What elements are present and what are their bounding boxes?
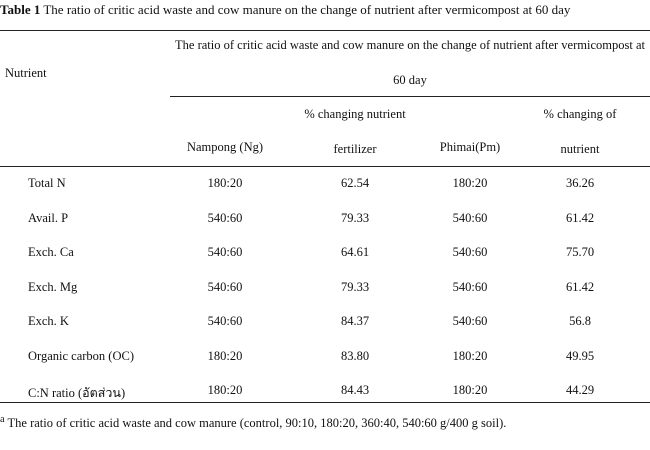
table-cell: 540:60: [452, 210, 488, 225]
table-cell: 540:60: [207, 210, 243, 225]
table-cell: 62.54: [340, 176, 370, 190]
table-cell: 61.42: [565, 210, 595, 225]
table-cell: 36.26: [565, 176, 595, 190]
table-cell: 79.33: [340, 279, 370, 294]
row-label: Exch. Mg: [28, 279, 78, 294]
footnote-text: The ratio of critic acid waste and cow m…: [7, 416, 507, 431]
table-caption: Table 1 The ratio of critic acid waste a…: [0, 2, 570, 18]
table-cell: 84.37: [340, 314, 370, 328]
column-header: Phimai(Pm): [439, 140, 501, 154]
row-label: Avail. P: [28, 210, 69, 225]
table-cell: 180:20: [207, 176, 243, 190]
table-cell: 180:20: [452, 176, 488, 190]
table-cell: 44.29: [565, 383, 595, 397]
table-cell: 64.61: [340, 245, 370, 259]
footnote-marker: a: [0, 414, 5, 425]
row-label: Exch. K: [28, 314, 69, 328]
row-header: Nutrient: [5, 66, 47, 80]
row-label: Organic carbon (OC): [28, 348, 134, 363]
table-cell: 540:60: [452, 314, 488, 328]
table-cell: 180:20: [452, 348, 488, 363]
table-cell: 540:60: [452, 279, 488, 294]
span-rule: [170, 96, 650, 97]
caption-label: Table 1: [0, 2, 41, 17]
table-cell: 83.80: [340, 348, 370, 363]
caption-text: The ratio of critic acid waste and cow m…: [43, 2, 571, 17]
table-cell: 180:20: [452, 383, 488, 397]
table-cell: 180:20: [207, 348, 243, 363]
table-cell: 56.8: [569, 314, 591, 328]
row-label: Total N: [28, 176, 66, 190]
table-cell: 540:60: [207, 279, 243, 294]
column-header: % changing nutrient fertilizer: [304, 107, 406, 156]
table-cell: 61.42: [565, 279, 595, 294]
table-cell: 75.70: [565, 245, 595, 259]
table-cell: 540:60: [207, 314, 243, 328]
table-cell: 84.43: [340, 383, 370, 397]
table-cell: 540:60: [207, 245, 243, 259]
column-header: % changing of nutrient: [543, 107, 617, 156]
table-cell: 180:20: [207, 383, 243, 397]
row-label: C:N ratio (อัตส่วน): [28, 386, 126, 400]
table-cell: 79.33: [340, 210, 370, 225]
table-cell: 540:60: [452, 245, 488, 259]
row-label: Exch. Ca: [28, 245, 74, 259]
footnote: a The ratio of critic acid waste and cow…: [0, 414, 506, 431]
header-rule: [0, 166, 650, 167]
span-header: The ratio of critic acid waste and cow m…: [175, 38, 645, 87]
top-rule: [0, 30, 650, 31]
column-header: Nampong (Ng): [186, 140, 264, 154]
table-cell: 49.95: [565, 348, 595, 363]
bottom-rule: [0, 402, 650, 403]
